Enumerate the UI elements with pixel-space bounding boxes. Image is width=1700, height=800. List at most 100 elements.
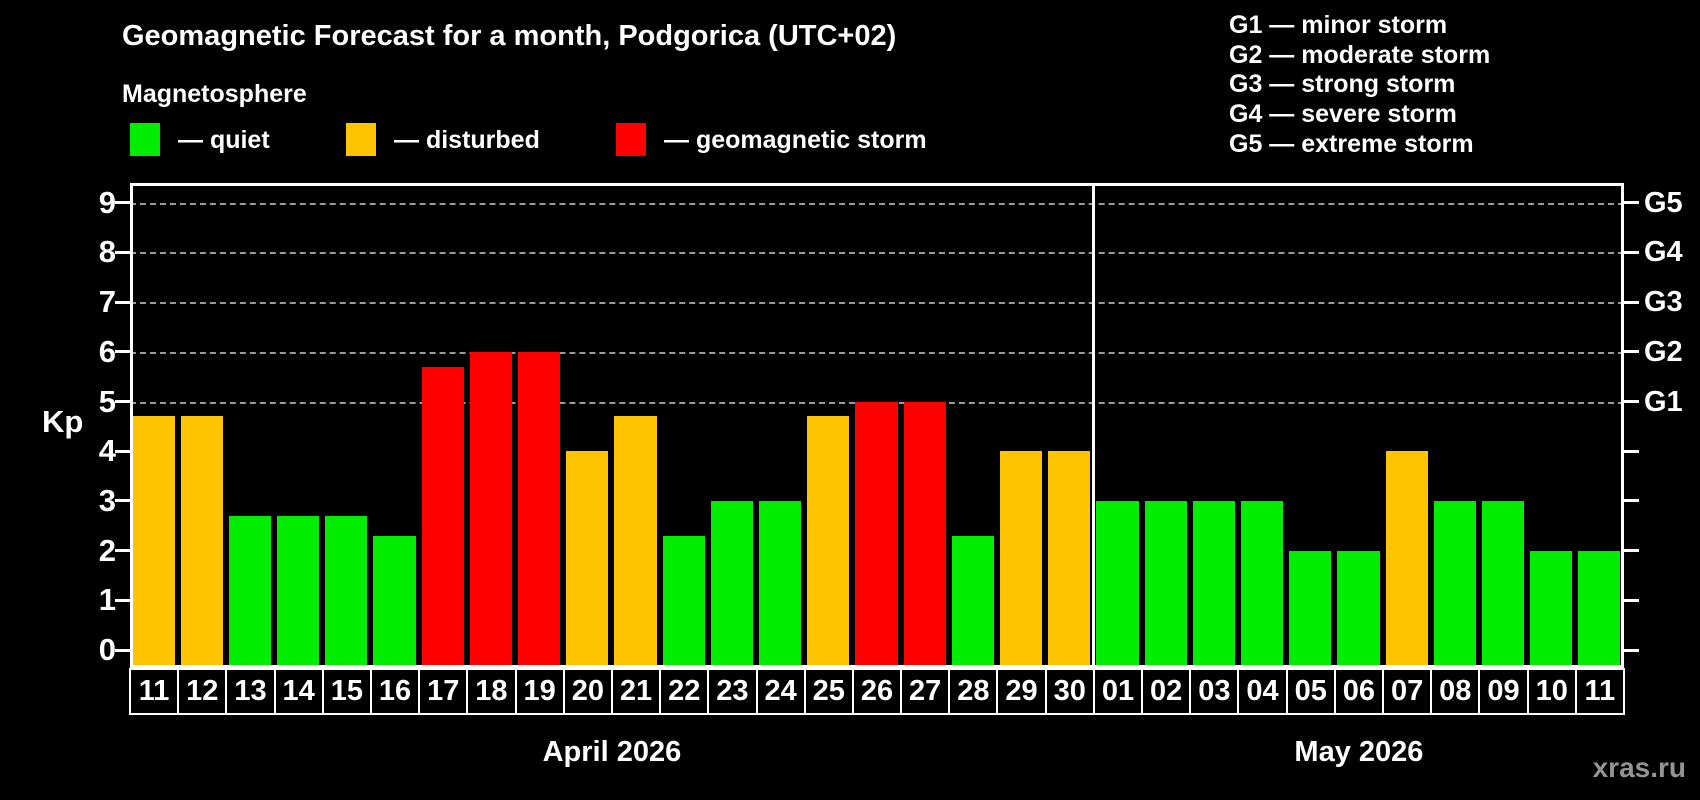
g-label-g5: G5 [1644,186,1683,219]
day-label-11: 11 [1574,668,1625,715]
day-label-01: 01 [1092,668,1144,715]
day-label-10: 10 [1526,668,1577,715]
kp-bar-april-19 [518,351,561,668]
kp-bar-april-20 [566,451,609,668]
day-label-29: 29 [996,668,1047,715]
day-label-23: 23 [707,668,758,715]
ytick-label-9: 9 [98,184,116,220]
left-tick-4 [115,449,130,453]
day-label-09: 09 [1478,668,1529,715]
kp-bar-april-25 [807,416,850,668]
right-tick-3 [1624,499,1639,503]
left-tick-8 [115,250,130,254]
left-tick-9 [115,201,130,205]
left-tick-2 [115,549,130,553]
day-label-14: 14 [273,668,324,715]
day-label-26: 26 [851,668,903,715]
kp-bar-april-30 [1048,451,1091,668]
kp-bar-may-09 [1481,500,1525,668]
page-title: Geomagnetic Forecast for a month, Podgor… [122,20,897,52]
legend-label-storm: — geomagnetic storm [664,126,927,154]
kp-bar-april-15 [325,515,368,668]
kp-bar-april-13 [228,515,272,668]
kp-bar-may-05 [1289,550,1332,668]
g-label-g1: G1 [1644,385,1683,418]
gridline-kp7 [130,302,1624,305]
kp-bar-april-23 [710,500,753,668]
kp-bar-april-12 [180,416,223,668]
day-label-20: 20 [562,668,613,715]
kp-bar-may-07 [1385,451,1428,668]
legend-label-disturbed: — disturbed [394,126,540,154]
right-tick-6 [1624,350,1639,354]
day-label-06: 06 [1333,668,1385,715]
kp-bar-may-11 [1578,550,1621,668]
ytick-label-3: 3 [98,482,116,518]
left-tick-5 [115,400,130,403]
day-label-24: 24 [755,668,806,715]
ytick-label-1: 1 [98,582,116,618]
kp-bar-april-17 [421,366,464,668]
ytick-label-0: 0 [98,632,116,667]
g5-legend-line: G5 — extreme storm [1229,130,1474,158]
month-label-may: May 2026 [1294,736,1424,768]
gridline-kp8 [130,252,1624,255]
storm-swatch [616,123,646,156]
day-label-07: 07 [1382,668,1433,715]
kp-axis-title: Kp [42,404,84,439]
right-tick-0 [1624,648,1639,652]
day-label-11: 11 [129,668,180,715]
left-tick-7 [115,300,130,304]
day-label-17: 17 [418,668,469,715]
kp-bar-april-18 [469,351,513,668]
kp-bar-may-03 [1192,500,1235,668]
g-label-g3: G3 [1644,286,1683,319]
watermark: xras.ru [1592,752,1686,783]
right-tick-8 [1624,250,1639,254]
kp-bar-april-28 [951,535,994,668]
kp-bar-april-11 [132,416,175,668]
left-tick-1 [115,598,130,602]
ytick-label-4: 4 [98,433,116,469]
month-separator [1092,183,1096,668]
kp-bar-april-29 [999,451,1043,668]
day-label-16: 16 [369,668,421,715]
kp-bar-april-24 [759,500,802,668]
left-tick-6 [115,350,130,354]
day-label-30: 30 [1044,668,1095,715]
kp-bar-april-16 [373,535,416,668]
day-label-08: 08 [1430,668,1481,715]
gridline-kp9 [130,202,1624,205]
kp-bar-may-10 [1530,550,1573,668]
kp-bar-april-21 [614,416,657,668]
right-tick-7 [1624,300,1639,304]
right-tick-9 [1624,201,1639,205]
kp-bar-april-26 [855,401,898,668]
day-label-02: 02 [1141,668,1192,715]
kp-bar-may-08 [1433,500,1476,668]
kp-bar-april-27 [903,401,946,668]
g3-legend-line: G3 — strong storm [1229,70,1456,98]
day-label-21: 21 [610,668,662,715]
g4-legend-line: G4 — severe storm [1229,100,1457,128]
kp-bar-may-01 [1096,500,1139,668]
day-label-15: 15 [321,668,372,715]
g2-legend-line: G2 — moderate storm [1229,41,1491,69]
magnetosphere-label: Magnetosphere [122,80,307,108]
ytick-label-8: 8 [98,234,116,270]
quiet-swatch [130,123,160,156]
ytick-label-2: 2 [98,532,116,568]
right-tick-1 [1624,598,1639,602]
day-label-19: 19 [514,668,565,715]
left-tick-3 [115,499,130,503]
day-label-25: 25 [803,668,854,715]
right-tick-2 [1624,549,1639,553]
g1-legend-line: G1 — minor storm [1229,11,1448,39]
day-label-18: 18 [466,668,517,715]
day-label-28: 28 [948,668,999,715]
month-label-april: April 2026 [542,736,682,768]
right-tick-4 [1624,449,1639,453]
left-tick-0 [115,648,130,652]
kp-bar-april-22 [662,535,705,668]
